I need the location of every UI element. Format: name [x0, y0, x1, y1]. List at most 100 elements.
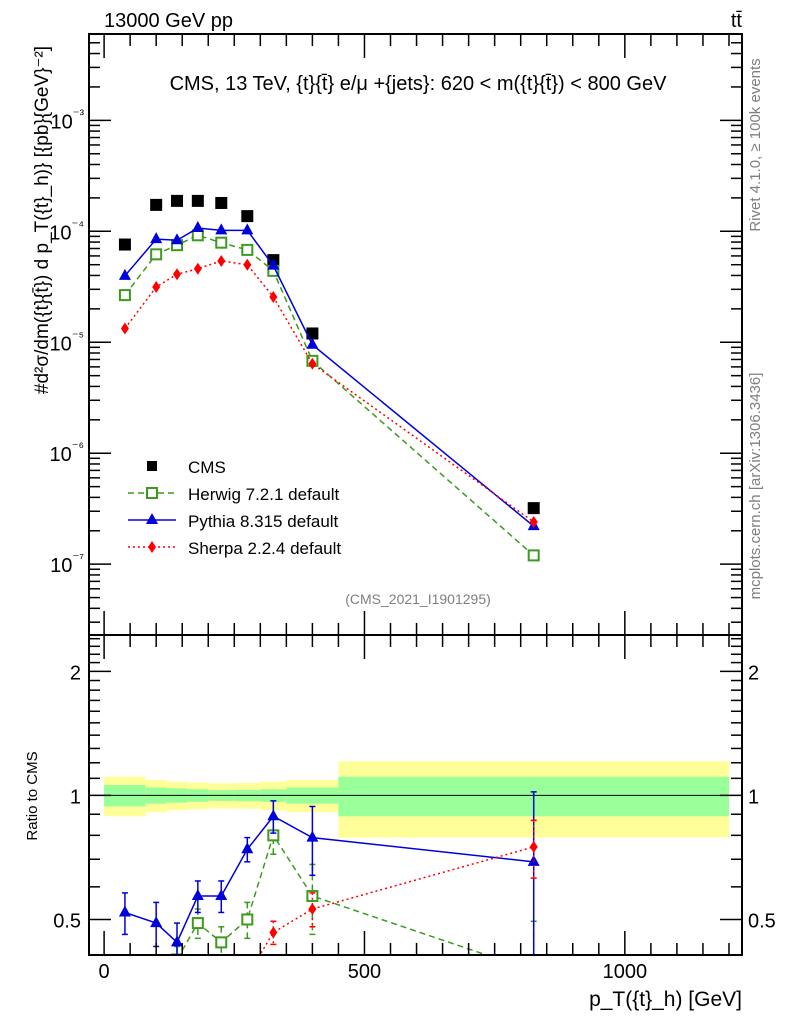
ratio-point — [241, 913, 254, 926]
legend-label: Herwig 7.2.1 default — [188, 485, 339, 504]
series-line — [124, 227, 535, 527]
main-axis-ticks: 10⁻⁷ 10⁻⁶ 10⁻⁵ 10⁻⁴ 10⁻³ — [49, 33, 742, 635]
data-point — [529, 515, 538, 528]
y-tick-label: 10⁻⁷ — [50, 550, 84, 577]
data-point — [171, 233, 184, 245]
legend-item: CMS — [147, 458, 226, 477]
ratio-y-tick-label-right: 1 — [748, 786, 759, 808]
data-point — [215, 223, 228, 235]
main-panel: 10⁻⁷ 10⁻⁶ 10⁻⁵ 10⁻⁴ 10⁻³ CMS, 13 TeV, {t}{t̄… — [32, 33, 743, 636]
y-tick-exponent: ⁻⁵ — [72, 328, 84, 343]
ratio-series-group — [118, 791, 540, 1017]
y-tick-label: 10⁻⁴ — [49, 217, 84, 244]
legend-item: Sherpa 2.2.4 default — [128, 539, 341, 558]
data-point — [243, 258, 252, 271]
data-point — [306, 327, 319, 340]
ratio-point — [529, 966, 539, 976]
process-label: tt̄ — [731, 10, 743, 32]
data-point — [191, 221, 204, 233]
main-panel-frame — [88, 33, 743, 636]
ratio-point — [527, 854, 540, 866]
legend-label: Pythia 8.315 default — [188, 512, 339, 531]
series-herwig — [118, 229, 540, 562]
ratio-point — [120, 978, 130, 988]
series-line — [124, 234, 535, 556]
ratio-point — [306, 830, 319, 842]
data-point — [306, 337, 319, 349]
ratio-line — [178, 833, 489, 955]
ratio-point — [529, 840, 538, 853]
ratio-y-tick-label-right: 0.5 — [748, 910, 776, 932]
mcplots-source-label: mcplots.cern.ch [arXiv:1306.3436] — [747, 373, 764, 600]
ratio-point — [241, 842, 254, 854]
legend-marker — [146, 487, 158, 499]
ratio-point — [171, 935, 184, 947]
data-point — [193, 262, 202, 275]
ratio-y-axis-label: Ratio to CMS — [24, 751, 41, 840]
ratio-point — [150, 916, 163, 928]
data-point — [308, 357, 317, 370]
data-point — [118, 289, 131, 302]
ratio-line — [258, 846, 534, 955]
y-tick-exponent: ⁻⁷ — [72, 550, 84, 565]
rivet-version-label: Rivet 4.1.0, ≥ 100k events — [747, 58, 764, 231]
ratio-point — [217, 1005, 225, 1017]
data-point — [527, 502, 540, 515]
data-point — [118, 268, 131, 280]
y-tick-label: 10⁻³ — [51, 106, 85, 133]
main-series-group — [118, 194, 540, 562]
chart-title: CMS, 13 TeV, {t}{t̄} e/μ +{jets}: 620 < … — [170, 73, 668, 95]
ratio-y-tick-label: 2 — [70, 662, 81, 684]
beam-label: 13000 GeV pp — [104, 10, 233, 32]
ratio-point — [267, 809, 280, 821]
legend-label: Sherpa 2.2.4 default — [188, 539, 341, 558]
y-tick-exponent: ⁻³ — [73, 106, 85, 121]
ratio-point — [118, 905, 131, 917]
ratio-point — [151, 973, 161, 983]
ratio-panel: 0.5 0.5 1 1 2 2 0 500 1000 Ratio to CMS p_T({t}_… — [24, 634, 776, 1017]
data-point — [118, 238, 131, 251]
data-point — [215, 196, 228, 209]
legend-label: CMS — [188, 458, 226, 477]
data-point — [217, 254, 226, 267]
ratio-y-tick-label: 0.5 — [53, 910, 81, 932]
legend-item: Herwig 7.2.1 default — [128, 485, 339, 504]
data-point — [241, 223, 254, 235]
data-point — [152, 280, 161, 293]
ratio-y-tick-label: 1 — [70, 786, 81, 808]
legend-marker — [147, 461, 157, 471]
ratio-point — [269, 926, 278, 939]
data-point — [150, 248, 163, 261]
series-line — [124, 260, 535, 523]
legend-marker — [148, 541, 156, 553]
data-point — [191, 194, 204, 207]
series-pythia — [118, 221, 540, 531]
ratio-series-clipped — [118, 791, 540, 1017]
x-axis-label: p_T({t}_h) [GeV] — [589, 988, 742, 1011]
y-tick-exponent: ⁻⁴ — [72, 217, 84, 232]
x-tick-label: 1000 — [603, 961, 648, 983]
ratio-series-herwig — [120, 817, 539, 988]
x-tick-label: 0 — [99, 961, 110, 983]
data-point — [269, 290, 278, 303]
series-cms — [118, 194, 540, 515]
series-sherpa — [120, 254, 538, 528]
ratio-point — [191, 917, 204, 930]
ratio-axis-ticks: 0.5 0.5 1 1 2 2 0 500 1000 — [53, 635, 776, 983]
y-axis-label: #d²σ/dm({t}{t̄}) d p_T({t}_h)} [{pb}{GeV… — [32, 46, 53, 394]
ratio-uncertainty-bands — [104, 761, 729, 838]
legend-marker — [146, 513, 158, 524]
x-tick-label: 500 — [348, 961, 381, 983]
ratio-series-sherpa — [217, 819, 538, 1017]
ratio-point — [308, 903, 317, 916]
data-point — [527, 549, 540, 562]
ratio-point — [215, 889, 228, 901]
data-point — [120, 322, 129, 335]
y-tick-exponent: ⁻⁶ — [72, 439, 84, 454]
data-point — [267, 258, 280, 270]
data-point — [241, 210, 254, 223]
y-tick-label: 10⁻⁶ — [50, 439, 84, 466]
data-point — [171, 194, 184, 207]
ratio-point — [243, 970, 251, 982]
